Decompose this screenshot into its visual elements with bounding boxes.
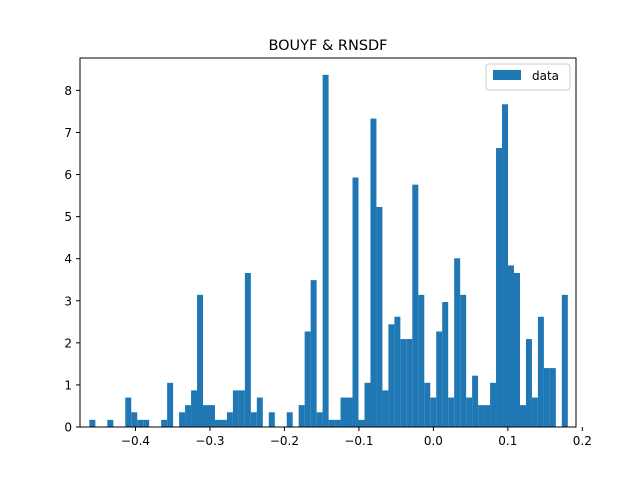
legend-swatch (493, 70, 521, 80)
histogram-bar (214, 419, 221, 427)
histogram-bar (304, 331, 311, 427)
histogram-bar (519, 405, 526, 427)
histogram-bar (531, 397, 538, 427)
histogram-bar (197, 294, 204, 427)
legend: data (485, 63, 571, 91)
histogram-bar (472, 375, 479, 427)
y-tick-label: 3 (64, 294, 72, 308)
histogram-bar (454, 258, 461, 427)
histogram-bar (370, 118, 377, 427)
histogram-bar (107, 419, 114, 427)
x-axis: −0.4 −0.3 −0.2 −0.1 0.0 0.1 0.2 (121, 427, 592, 448)
histogram-bar (250, 412, 257, 427)
histogram-bar (322, 74, 329, 427)
histogram-bar (376, 206, 383, 427)
histogram-bar (460, 294, 467, 427)
histogram-bar (502, 104, 508, 427)
histogram-bar (161, 419, 168, 427)
histogram-bar (364, 382, 371, 427)
histogram-bars (89, 74, 568, 428)
y-tick-label: 2 (64, 336, 72, 350)
histogram-bar (436, 331, 443, 427)
histogram-bar (537, 316, 544, 427)
histogram-bar (167, 382, 174, 427)
x-tick-label: 0.0 (424, 434, 443, 448)
histogram-bar (131, 412, 138, 427)
histogram-bar (496, 148, 503, 428)
histogram-bar (406, 339, 413, 427)
histogram-bar (412, 184, 419, 427)
histogram-bar (185, 405, 192, 427)
histogram-bar (525, 339, 532, 427)
y-tick-label: 6 (64, 168, 72, 182)
y-axis: 0 1 2 3 4 5 6 7 8 (64, 84, 80, 435)
histogram-bar (179, 412, 186, 427)
histogram-bar (256, 397, 263, 427)
plot-frame (79, 57, 577, 428)
histogram-bar (400, 339, 407, 427)
histogram-bar (484, 405, 491, 427)
histogram-bar (346, 397, 353, 427)
histogram-bar (388, 324, 395, 427)
histogram-bar (490, 382, 497, 427)
histogram-bar (358, 419, 365, 427)
y-tick-label: 4 (64, 252, 72, 266)
legend-label: data (532, 69, 559, 83)
histogram-bar (394, 316, 401, 427)
histogram-bar (508, 265, 514, 427)
y-tick-label: 0 (64, 421, 72, 435)
histogram-bar (513, 273, 520, 427)
chart-title: BOUYF & RNSDF (268, 38, 387, 54)
histogram-bar (448, 397, 455, 427)
y-tick-label: 1 (64, 378, 72, 392)
x-tick-label: −0.4 (121, 434, 150, 448)
x-tick-label: −0.1 (344, 434, 373, 448)
histogram-bar (220, 419, 227, 427)
histogram-bar (238, 390, 245, 427)
x-tick-label: −0.2 (270, 434, 299, 448)
histogram-bar (466, 397, 473, 427)
histogram-bar (549, 368, 556, 427)
histogram-bar (191, 390, 198, 427)
histogram-bar (418, 294, 425, 427)
x-tick-label: 0.1 (498, 434, 517, 448)
y-tick-label: 5 (64, 210, 72, 224)
histogram-bar (334, 419, 341, 427)
histogram-bar (316, 412, 323, 427)
histogram-bar (561, 294, 568, 427)
histogram-bar (328, 419, 335, 427)
y-tick-label: 8 (64, 84, 72, 98)
histogram-bar (310, 280, 317, 427)
histogram-bar (424, 382, 431, 427)
histogram-bar (268, 412, 275, 427)
histogram-bar (137, 419, 144, 427)
histogram-bar (442, 302, 449, 427)
histogram-bar (430, 397, 437, 427)
y-tick-label: 7 (64, 126, 72, 140)
histogram-bar (478, 405, 485, 427)
histogram-bar (125, 397, 132, 427)
x-tick-label: 0.2 (573, 434, 592, 448)
histogram-bar (382, 390, 389, 427)
histogram-bar (89, 419, 96, 427)
histogram-bar (298, 405, 305, 427)
histogram-bar (286, 412, 293, 427)
histogram-bar (143, 419, 150, 427)
histogram-bar (340, 397, 347, 427)
histogram-bar (543, 368, 550, 427)
histogram-bar (232, 390, 239, 427)
histogram-bar (208, 405, 215, 427)
histogram-bar (203, 405, 209, 427)
histogram-bar (352, 177, 359, 427)
x-tick-label: −0.3 (195, 434, 224, 448)
histogram-bar (244, 273, 251, 427)
histogram-bar (226, 412, 233, 427)
